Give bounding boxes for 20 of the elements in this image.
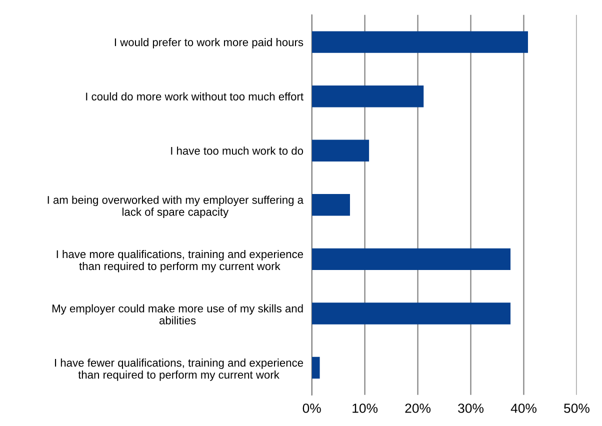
y-tick-label: My employer could make more use of my skills and abilities xyxy=(52,304,303,324)
y-tick-label: I have too much work to do xyxy=(171,146,304,155)
y-tick-label: I have fewer qualifications, training and experience than required to perform my current work xyxy=(55,358,304,381)
bar xyxy=(312,248,510,270)
bar xyxy=(312,356,320,379)
y-tick-label: I am being overworked with my employer suffering a lack of spare capacity xyxy=(48,196,304,218)
x-tick-label: 30% xyxy=(458,404,484,413)
bar xyxy=(312,31,528,53)
bar xyxy=(312,194,350,216)
y-tick-label: I could do more work without too much effort xyxy=(86,92,304,100)
x-tick-label: 20% xyxy=(405,404,431,413)
x-tick-label: 40% xyxy=(510,404,536,413)
y-tick-label: I have more qualifications, training and experience than required to perform my current work xyxy=(56,250,304,272)
y-tick-label: I would prefer to work more paid hours xyxy=(114,38,304,48)
x-tick-label: 50% xyxy=(564,404,590,413)
bar xyxy=(312,85,424,108)
bar xyxy=(312,302,510,324)
x-tick-label: 10% xyxy=(352,404,378,413)
x-tick-label: 0% xyxy=(302,404,321,413)
bar xyxy=(312,140,370,162)
